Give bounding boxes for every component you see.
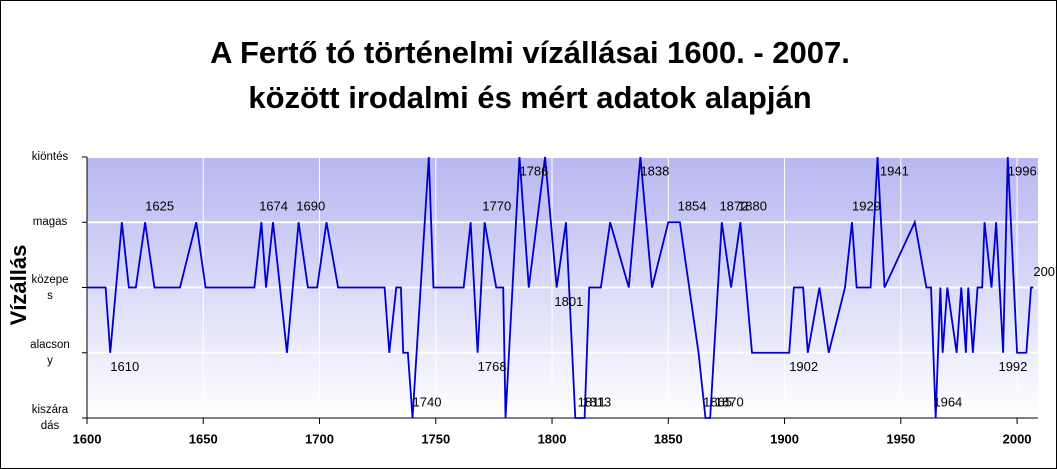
x-tick-label: 1750 xyxy=(421,431,450,446)
y-tick-label: kiszáradás xyxy=(31,404,69,432)
annotation: 2007 xyxy=(1033,264,1057,279)
annotation: 1770 xyxy=(482,199,511,214)
y-axis-label: Vízállás xyxy=(6,245,31,326)
annotation: 1801 xyxy=(554,294,583,309)
annotation: 1786 xyxy=(519,163,548,178)
annotation: 1941 xyxy=(880,163,909,178)
x-tick-label: 1900 xyxy=(770,431,799,446)
annotation: 1813 xyxy=(582,394,611,409)
x-tick-label: 1650 xyxy=(189,431,218,446)
annotation: 1811 xyxy=(578,394,606,409)
annotation: 1854 xyxy=(678,199,707,214)
y-tick-label: magas xyxy=(32,216,68,229)
annotation: 1929 xyxy=(852,199,881,214)
annotation: 1690 xyxy=(296,199,325,214)
annotation: 1870 xyxy=(715,394,744,409)
x-tick-label: 1800 xyxy=(538,431,567,446)
x-tick-label: 1850 xyxy=(654,431,683,446)
annotation: 1610 xyxy=(110,359,139,374)
annotation: 1992 xyxy=(998,359,1027,374)
chart-subtitle: között irodalmi és mért adatok alapján xyxy=(248,80,811,115)
annotation: 1865 xyxy=(703,394,732,409)
annotation: 1872 xyxy=(719,199,748,214)
annotation: 1674 xyxy=(259,199,288,214)
y-tick-label: alacsony xyxy=(30,338,70,367)
x-tick-label: 1950 xyxy=(886,431,915,446)
annotation: 1838 xyxy=(640,163,669,178)
y-tick-label: kiöntés xyxy=(31,151,69,163)
annotation: 1768 xyxy=(478,359,507,374)
y-tick-label: közepes xyxy=(31,273,69,302)
x-tick-label: 2000 xyxy=(1003,431,1032,446)
data-line xyxy=(87,156,1034,419)
annotation: 1740 xyxy=(413,394,442,409)
x-tick-label: 1700 xyxy=(305,431,334,446)
annotation: 1880 xyxy=(738,199,767,214)
annotation: 1996 xyxy=(1008,163,1037,178)
annotation: 1625 xyxy=(145,199,174,214)
chart-title: A Fertő tó történelmi vízállásai 1600. -… xyxy=(210,35,850,70)
x-tick-label: 1600 xyxy=(73,431,102,446)
annotation: 1964 xyxy=(933,394,962,409)
annotation: 1902 xyxy=(789,359,818,374)
